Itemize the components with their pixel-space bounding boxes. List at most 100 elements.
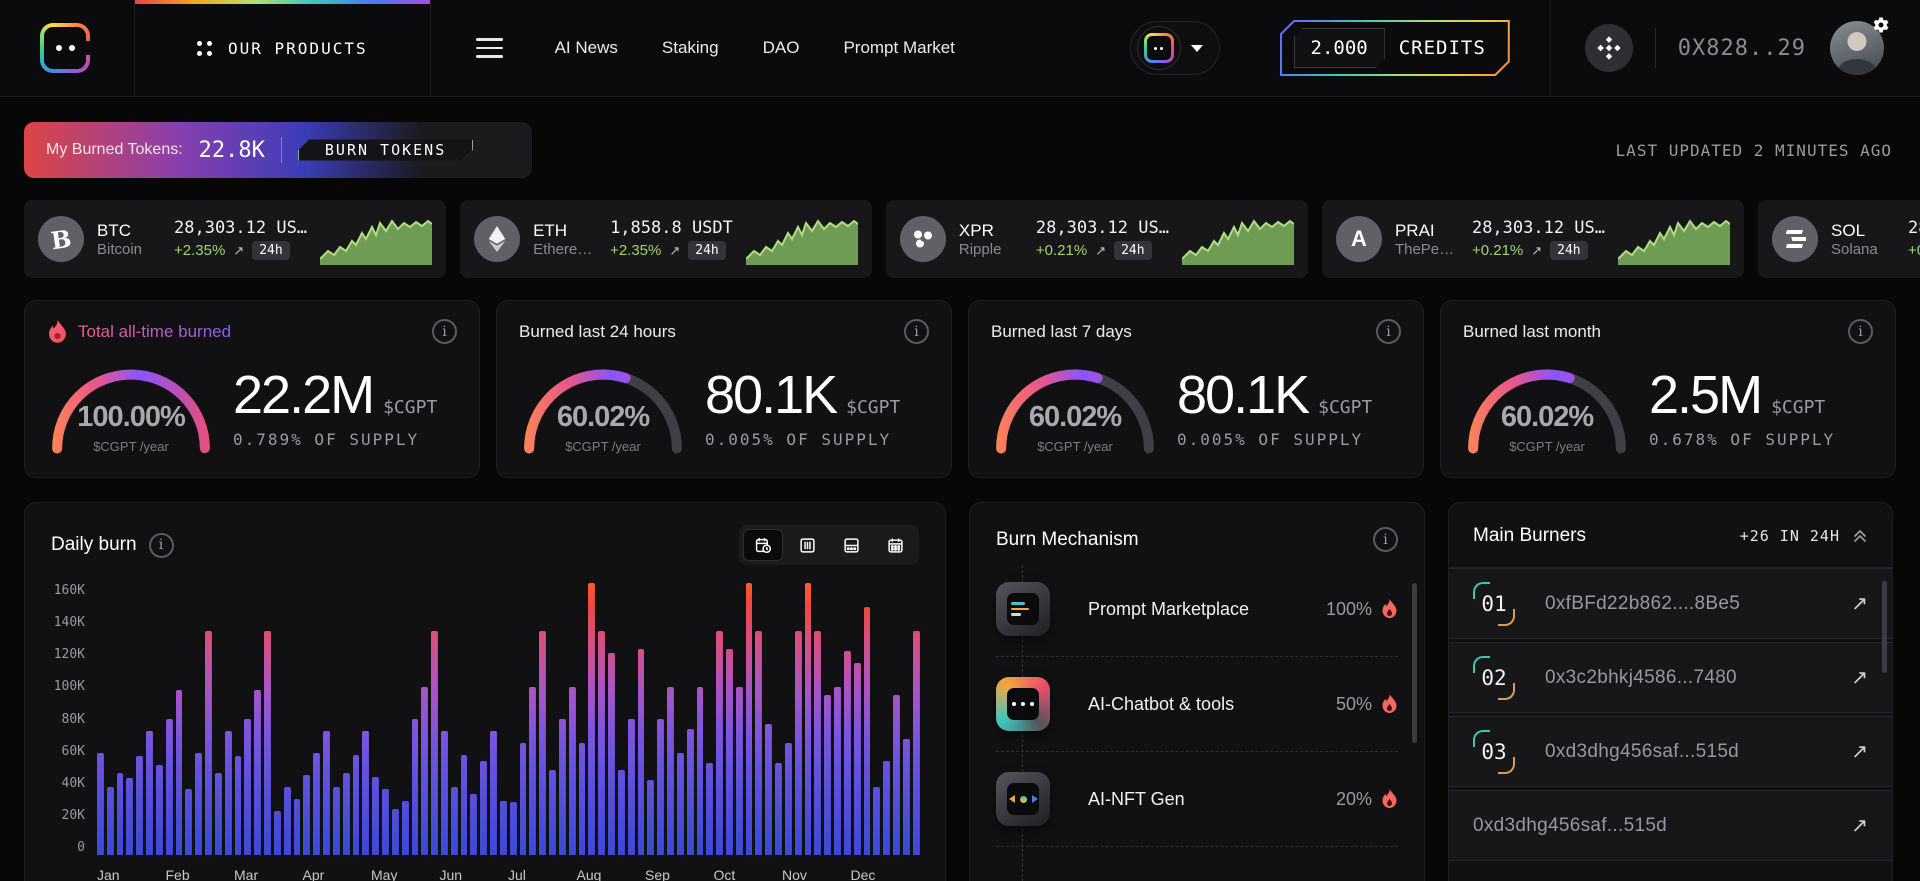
burn-bar[interactable] [391,809,399,855]
chaingpt-logo-icon[interactable] [40,23,93,73]
burn-bar[interactable] [912,631,920,855]
burner-row[interactable]: 0xd3dhg456saf...515d ↗ [1449,790,1892,861]
nav-link-dao[interactable]: DAO [762,38,800,57]
bnb-chain-icon[interactable] [1584,24,1633,72]
burn-bar[interactable] [195,753,203,855]
burner-row[interactable]: 03 0xd3dhg456saf...515d ↗ [1449,716,1892,787]
burn-bar[interactable] [470,794,478,855]
burn-bar[interactable] [843,651,851,855]
burn-bar[interactable] [175,690,183,855]
burn-bar[interactable] [450,787,458,855]
burn-bar[interactable] [647,780,655,855]
ticker-card-btc[interactable]: B BTC Bitcoin 28,303.12 US… +2.35% ↗ 24h [24,200,447,278]
burn-bar[interactable] [352,755,360,855]
scrollbar[interactable] [1882,581,1887,673]
info-icon[interactable]: i [1373,527,1398,552]
burn-bar[interactable] [106,787,114,855]
burn-bar[interactable] [784,743,792,855]
burn-bar[interactable] [893,695,900,855]
burn-bar[interactable] [205,631,212,855]
burn-bar[interactable] [686,729,694,855]
burn-bar[interactable] [676,753,684,855]
burn-bar[interactable] [814,631,822,855]
burn-bar[interactable] [873,787,881,855]
credits-badge[interactable]: 2.000 CREDITS [1280,20,1510,76]
burn-mechanism-item[interactable]: AI-NFT Gen 20% [996,752,1398,847]
burn-bar[interactable] [421,687,429,855]
burn-bar[interactable] [558,719,566,855]
burn-bar[interactable] [608,653,615,855]
burner-row[interactable]: 02 0x3c2bhkj4586...7480 ↗ [1449,642,1892,713]
burn-bar[interactable] [431,631,438,855]
burn-bar[interactable] [303,775,311,855]
info-icon[interactable]: i [148,532,174,558]
burn-bar[interactable] [549,770,556,855]
burn-bar[interactable] [716,631,723,855]
external-link-icon[interactable]: ↗ [1851,593,1868,615]
token-selector-dropdown[interactable] [1129,21,1220,75]
nav-link-ai-news[interactable]: AI News [554,38,618,57]
week-view-button[interactable] [831,529,871,561]
scrollbar[interactable] [1412,583,1417,743]
burn-bar[interactable] [598,631,606,855]
burn-bar[interactable] [214,773,222,855]
month-view-button[interactable] [875,529,915,561]
burn-bar[interactable] [617,770,625,855]
our-products-button[interactable]: OUR PRODUCTS [134,0,431,96]
burn-bar[interactable] [97,753,104,855]
chevron-double-up-icon[interactable] [1852,528,1868,544]
burn-bar[interactable] [755,631,763,855]
burn-bar[interactable] [126,778,134,855]
burn-bar[interactable] [136,756,144,855]
burn-bar[interactable] [568,687,576,855]
burn-bar[interactable] [342,773,350,855]
burn-bar[interactable] [853,663,861,855]
burn-tokens-button[interactable]: BURN TOKENS [298,140,473,161]
burn-bar[interactable] [509,802,517,855]
wallet-address[interactable]: 0X828..29 [1677,35,1806,61]
burn-bar[interactable] [883,761,891,855]
burn-bar[interactable] [588,583,596,855]
burn-bar[interactable] [273,811,281,855]
info-icon[interactable]: i [432,319,457,344]
info-icon[interactable]: i [904,319,929,344]
burn-mechanism-item[interactable]: Prompt Marketplace 100% [996,562,1398,657]
burn-bar[interactable] [293,799,301,855]
burn-bar[interactable] [657,719,665,855]
burn-bar[interactable] [794,631,802,855]
burn-bar[interactable] [165,719,173,855]
burn-bar[interactable] [902,739,910,855]
user-avatar[interactable] [1830,17,1889,75]
burn-bar[interactable] [323,731,330,855]
burn-bar[interactable] [834,687,841,855]
burn-bar[interactable] [627,719,635,855]
burn-bar[interactable] [578,743,586,855]
nav-link-staking[interactable]: Staking [661,38,719,57]
burn-bar[interactable] [735,687,743,855]
burn-bar[interactable] [745,583,753,855]
ticker-card-prai[interactable]: A PRAI ThePe… 28,303.12 US… +0.21% ↗ 24h [1321,200,1745,278]
burn-bar[interactable] [696,687,704,855]
info-icon[interactable]: i [1848,319,1873,344]
burn-bar[interactable] [401,801,409,855]
burn-bar[interactable] [411,719,419,855]
ticker-card-xpr[interactable]: XPR Ripple 28,303.12 US… +0.21% ↗ 24h [885,200,1308,278]
burn-bar[interactable] [637,649,645,855]
burn-bar[interactable] [283,787,291,855]
burn-bar[interactable] [185,789,193,855]
gear-icon[interactable] [1871,15,1891,40]
burn-bar[interactable] [765,724,773,855]
burner-row[interactable]: 01 0xfBFd22b862....8Be5 ↗ [1449,568,1892,639]
menu-icon[interactable] [475,0,503,96]
burn-bar[interactable] [775,763,782,855]
burn-mechanism-item[interactable]: AI-Chatbot & tools 50% [996,657,1398,752]
burn-bar[interactable] [332,787,340,855]
burn-bar[interactable] [146,731,153,855]
burn-bar[interactable] [313,753,321,855]
burn-bar[interactable] [254,690,262,855]
burn-bar[interactable] [529,687,537,855]
burn-bar[interactable] [499,801,507,855]
burn-bar[interactable] [440,731,448,855]
external-link-icon[interactable]: ↗ [1851,815,1868,837]
burn-bar[interactable] [244,719,252,855]
